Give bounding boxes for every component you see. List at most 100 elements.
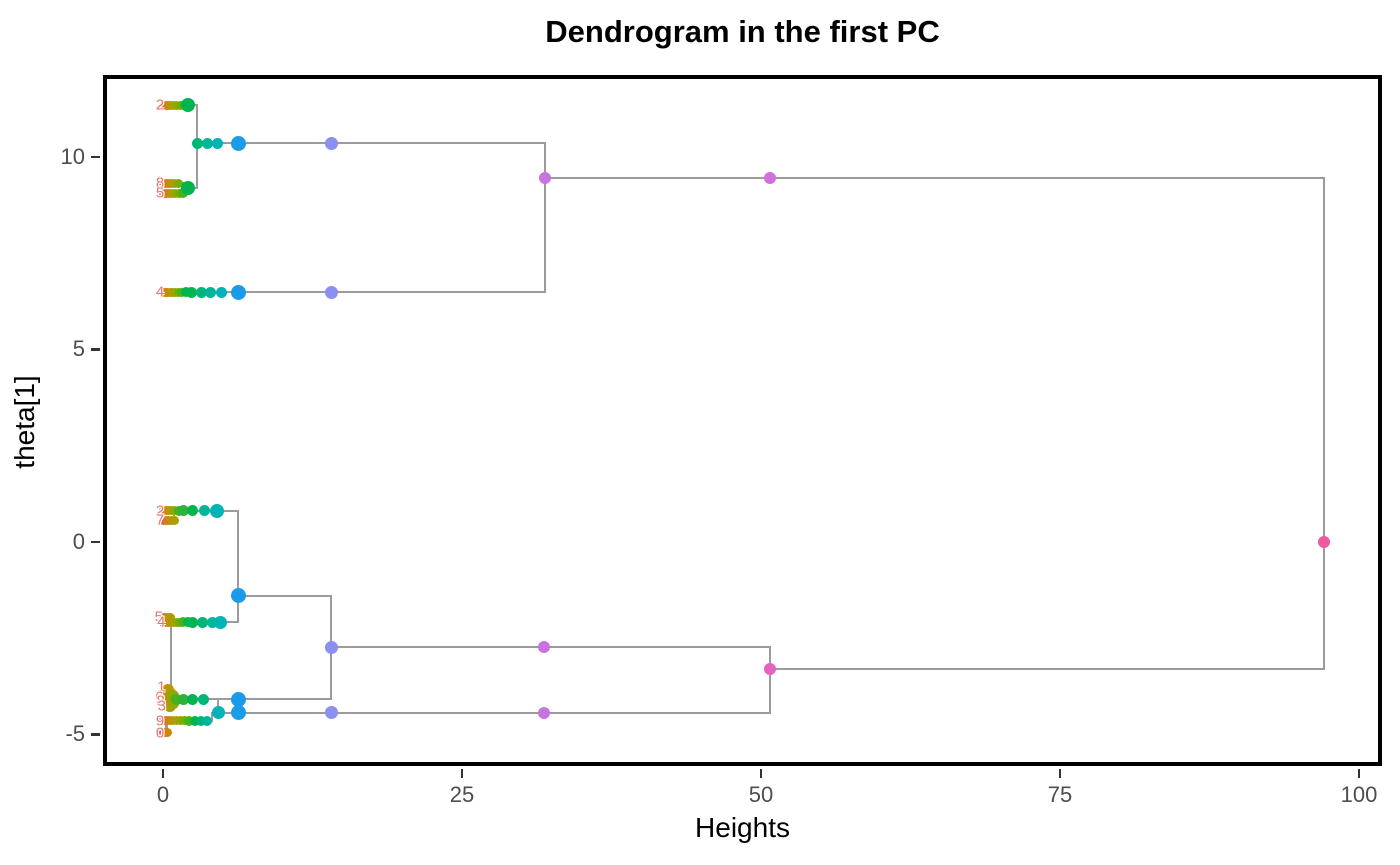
dendrogram-segment [543, 141, 547, 294]
data-point [764, 172, 776, 185]
data-point [197, 616, 208, 628]
dendrogram-segment [210, 711, 772, 715]
x-tick-label: 100 [1340, 782, 1378, 807]
x-axis-title: Heights [695, 812, 790, 843]
leaf-label: 2 [155, 96, 165, 114]
dendrogram-segment [158, 509, 240, 513]
y-tick-label: 0 [72, 528, 85, 554]
x-tick-label: 50 [748, 782, 774, 807]
y-tick-label: -5 [65, 721, 85, 747]
data-point [230, 135, 246, 151]
leaf-label: 4 [157, 613, 166, 631]
data-point [230, 284, 246, 300]
data-point [215, 286, 227, 298]
dendrogram-segment [216, 697, 220, 715]
leaf-label: 4 [155, 283, 165, 301]
leaf-label: 6 [155, 688, 164, 706]
dendrogram-segment [165, 719, 168, 735]
y-axis-title: theta[1] [9, 375, 40, 469]
y-tick-mark [91, 540, 100, 544]
y-tick-mark [91, 733, 100, 736]
y-tick-label: 5 [72, 336, 85, 362]
data-point [324, 285, 338, 299]
x-tick-mark [161, 769, 165, 778]
dendrogram-segment [169, 615, 173, 701]
data-point [180, 181, 195, 196]
data-point [230, 691, 246, 707]
data-point [539, 172, 552, 185]
leaf-label: 7 [155, 511, 165, 529]
dendrogram-segment [210, 711, 214, 723]
x-tick-mark [460, 769, 464, 778]
data-point [163, 728, 173, 738]
dendrogram-segment [195, 141, 547, 145]
leaf-label: 5 [154, 608, 164, 626]
data-point [169, 515, 179, 525]
leaf-label: 9 [155, 712, 165, 730]
dendrogram-segment [236, 594, 333, 598]
data-point [199, 505, 211, 517]
data-point [202, 715, 213, 726]
data-point [177, 693, 189, 705]
data-point [192, 137, 204, 149]
dendrogram-segment [543, 176, 1326, 180]
data-point [213, 615, 227, 629]
data-point [211, 706, 225, 720]
leaf-label: 8 [155, 174, 165, 192]
leaf-label: 8 [156, 692, 165, 710]
data-point [205, 286, 217, 298]
leaf-label: 5 [155, 184, 165, 202]
data-point [186, 286, 198, 298]
dendrogram-segment [172, 509, 176, 522]
y-tick-label: 10 [60, 143, 85, 169]
data-point [538, 706, 551, 719]
x-tick-label: 75 [1047, 782, 1073, 807]
leaf-label: 1 [157, 678, 166, 696]
data-point [230, 705, 246, 721]
data-point [171, 694, 183, 706]
data-point [211, 137, 223, 149]
data-point [190, 715, 201, 726]
data-point [538, 641, 551, 654]
dendrogram-segment [1322, 176, 1326, 671]
y-tick-mark [91, 348, 100, 351]
data-point [1317, 535, 1330, 548]
dendrogram-segment [158, 290, 547, 294]
data-point [196, 715, 207, 726]
data-point [187, 505, 199, 517]
dendrogram-segment [329, 645, 772, 649]
x-tick-mark [1357, 769, 1361, 778]
leaf-label: 3 [157, 697, 166, 715]
x-tick-mark [1058, 769, 1062, 778]
y-tick-mark [91, 155, 100, 159]
data-point [186, 616, 198, 628]
x-tick-label: 0 [156, 782, 170, 807]
data-point [324, 640, 338, 654]
dendrogram-segment [236, 509, 240, 624]
data-point [184, 715, 195, 726]
data-point [197, 693, 209, 705]
dendrogram-segment [768, 667, 1326, 671]
data-point [174, 178, 184, 188]
data-point [230, 588, 246, 604]
data-point [187, 693, 199, 705]
leaf-label: 2 [155, 502, 165, 520]
data-point [764, 662, 776, 675]
data-point [206, 616, 218, 628]
x-tick-label: 25 [449, 782, 475, 807]
x-tick-mark [759, 769, 763, 778]
data-point [181, 98, 196, 113]
leaf-label: 0 [155, 724, 165, 742]
data-point [324, 136, 338, 150]
dendrogram-segment [158, 697, 333, 701]
data-point [177, 505, 189, 517]
data-point [324, 706, 338, 720]
data-point [165, 612, 175, 622]
dendrogram-segment [768, 645, 772, 715]
data-point [201, 137, 213, 149]
data-point [195, 286, 207, 298]
data-point [180, 287, 191, 298]
chart-title: Dendrogram in the first PC [545, 14, 940, 49]
